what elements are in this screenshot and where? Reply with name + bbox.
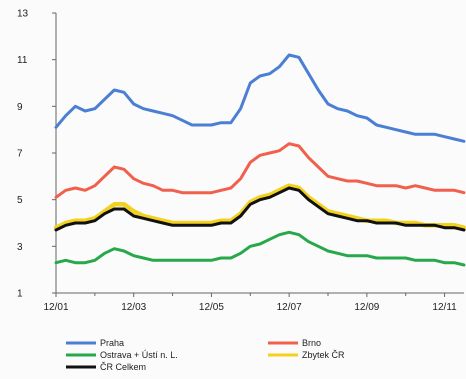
legend-label: Ostrava + Ústí n. L.: [100, 350, 178, 360]
y-tick-label: 1: [17, 289, 23, 300]
series-line-praha: [54, 53, 466, 143]
legend-item: Praha: [66, 338, 124, 348]
x-tick-label: 12/09: [354, 302, 379, 313]
y-tick-label: 7: [17, 149, 23, 160]
x-tick-label: 12/11: [432, 302, 457, 313]
x-tick-label: 12/07: [277, 302, 302, 313]
legend-label: ČR Celkem: [100, 362, 146, 372]
series-line-brno: [54, 142, 466, 199]
legend-item: Ostrava + Ústí n. L.: [66, 350, 178, 360]
legend-label: Brno: [302, 338, 321, 348]
series-line-zbytek-r: [53, 183, 466, 230]
series-line-ostrava-st-n-l: [54, 230, 466, 267]
y-tick-label: 9: [17, 102, 23, 113]
x-tick-label: 12/03: [121, 302, 146, 313]
legend-item: Brno: [268, 338, 321, 348]
legend-label: Praha: [100, 338, 124, 348]
x-tick-label: 12/01: [43, 302, 68, 313]
series-line-r-celkem: [54, 186, 466, 232]
legend-item: Zbytek ČR: [268, 350, 345, 360]
y-tick-label: 5: [17, 195, 23, 206]
legend-label: Zbytek ČR: [302, 350, 345, 360]
legend-item: ČR Celkem: [66, 362, 146, 372]
y-tick-label: 11: [17, 55, 28, 66]
legend: Praha Brno Ostrava + Ústí n. L. Zbytek ČR ČR…: [66, 338, 345, 372]
y-tick-label: 13: [17, 9, 29, 20]
x-tick-label: 12/05: [199, 302, 224, 313]
y-tick-label: 3: [17, 242, 23, 253]
series-layer: [53, 53, 466, 267]
